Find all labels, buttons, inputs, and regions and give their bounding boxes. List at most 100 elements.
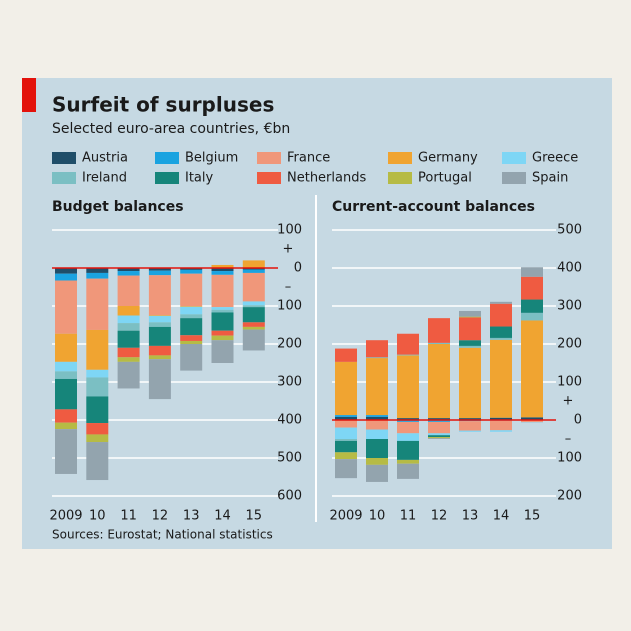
plus-label: + bbox=[563, 394, 574, 409]
bar bbox=[117, 347, 140, 358]
bar bbox=[55, 429, 77, 474]
bar bbox=[366, 340, 388, 358]
bar bbox=[521, 267, 543, 277]
x-tick-label: 11 bbox=[120, 509, 137, 524]
bar bbox=[490, 337, 512, 340]
bar bbox=[242, 260, 265, 268]
y-tick-label: 500 bbox=[557, 223, 582, 238]
legend-swatch bbox=[502, 172, 526, 184]
bar bbox=[366, 358, 388, 416]
legend-label: Ireland bbox=[82, 171, 127, 186]
bar bbox=[428, 318, 450, 343]
bar bbox=[148, 315, 171, 316]
bar bbox=[335, 416, 357, 420]
legend-label: Greece bbox=[532, 151, 578, 166]
bar bbox=[242, 301, 265, 306]
bar bbox=[148, 355, 171, 360]
bar bbox=[242, 305, 265, 308]
bar bbox=[490, 417, 512, 420]
bar bbox=[490, 430, 512, 432]
y-tick-label: 300 bbox=[557, 299, 582, 314]
bar bbox=[428, 435, 450, 438]
x-tick-label: 10 bbox=[369, 509, 386, 524]
bar bbox=[459, 316, 481, 318]
y-tick-label: 100 bbox=[277, 223, 302, 238]
bar bbox=[428, 342, 450, 344]
legend-label: France bbox=[287, 151, 330, 166]
bar bbox=[86, 442, 109, 481]
bar bbox=[428, 418, 450, 420]
bar bbox=[180, 314, 203, 319]
bar bbox=[180, 340, 203, 344]
bar bbox=[521, 276, 543, 300]
bar bbox=[148, 345, 171, 356]
bar bbox=[397, 333, 419, 355]
bar bbox=[459, 340, 481, 346]
bar bbox=[397, 433, 419, 441]
bar bbox=[117, 275, 140, 306]
y-tick-label: 200 bbox=[557, 489, 582, 504]
x-tick-label: 12 bbox=[152, 509, 169, 524]
bar bbox=[180, 306, 203, 307]
bar bbox=[148, 326, 171, 346]
bar bbox=[55, 268, 77, 274]
bar bbox=[86, 272, 109, 279]
bar bbox=[490, 303, 512, 327]
panel-title: Current-account balances bbox=[332, 199, 535, 215]
bar bbox=[459, 345, 481, 348]
panel-title: Budget balances bbox=[52, 199, 184, 215]
legend-label: Spain bbox=[532, 171, 568, 186]
bar bbox=[117, 330, 140, 348]
bar bbox=[117, 268, 140, 272]
bar bbox=[242, 326, 265, 330]
x-tick-label: 14 bbox=[214, 509, 231, 524]
bar bbox=[55, 273, 77, 281]
bar bbox=[211, 309, 234, 313]
bar bbox=[55, 371, 77, 379]
bar bbox=[55, 409, 77, 423]
bar bbox=[366, 439, 388, 458]
bar bbox=[55, 422, 77, 430]
x-tick-label: 14 bbox=[493, 509, 510, 524]
plus-label: + bbox=[283, 242, 294, 257]
legend-swatch bbox=[257, 152, 281, 164]
bar bbox=[335, 361, 357, 416]
legend-swatch bbox=[257, 172, 281, 184]
bar bbox=[148, 359, 171, 400]
bar bbox=[211, 330, 234, 336]
legend-swatch bbox=[388, 172, 412, 184]
minus-label: – bbox=[285, 280, 292, 295]
bar bbox=[148, 275, 171, 316]
y-tick-label: 500 bbox=[277, 451, 302, 466]
bar bbox=[148, 322, 171, 327]
bar bbox=[242, 269, 265, 273]
bar bbox=[521, 320, 543, 418]
bar bbox=[86, 423, 109, 435]
bar bbox=[211, 274, 234, 308]
x-tick-label: 13 bbox=[462, 509, 479, 524]
bar bbox=[55, 333, 77, 362]
bar bbox=[86, 268, 109, 273]
bar bbox=[521, 312, 543, 321]
x-tick-label: 2009 bbox=[329, 509, 362, 524]
bar bbox=[180, 269, 203, 274]
bar bbox=[180, 318, 203, 336]
bar bbox=[55, 280, 77, 334]
bar bbox=[490, 420, 512, 431]
tag bbox=[22, 78, 36, 112]
y-tick-label: 200 bbox=[557, 337, 582, 352]
bar bbox=[117, 271, 140, 276]
bar bbox=[335, 440, 357, 453]
y-tick-label: 400 bbox=[277, 413, 302, 428]
bar bbox=[117, 306, 140, 316]
bar bbox=[397, 420, 419, 422]
x-tick-label: 10 bbox=[89, 509, 106, 524]
bar bbox=[459, 421, 481, 431]
bar bbox=[366, 429, 388, 439]
bar bbox=[521, 420, 543, 423]
bar bbox=[366, 415, 388, 417]
bar bbox=[180, 344, 203, 371]
y-tick-label: 200 bbox=[277, 337, 302, 352]
y-tick-label: 600 bbox=[277, 489, 302, 504]
